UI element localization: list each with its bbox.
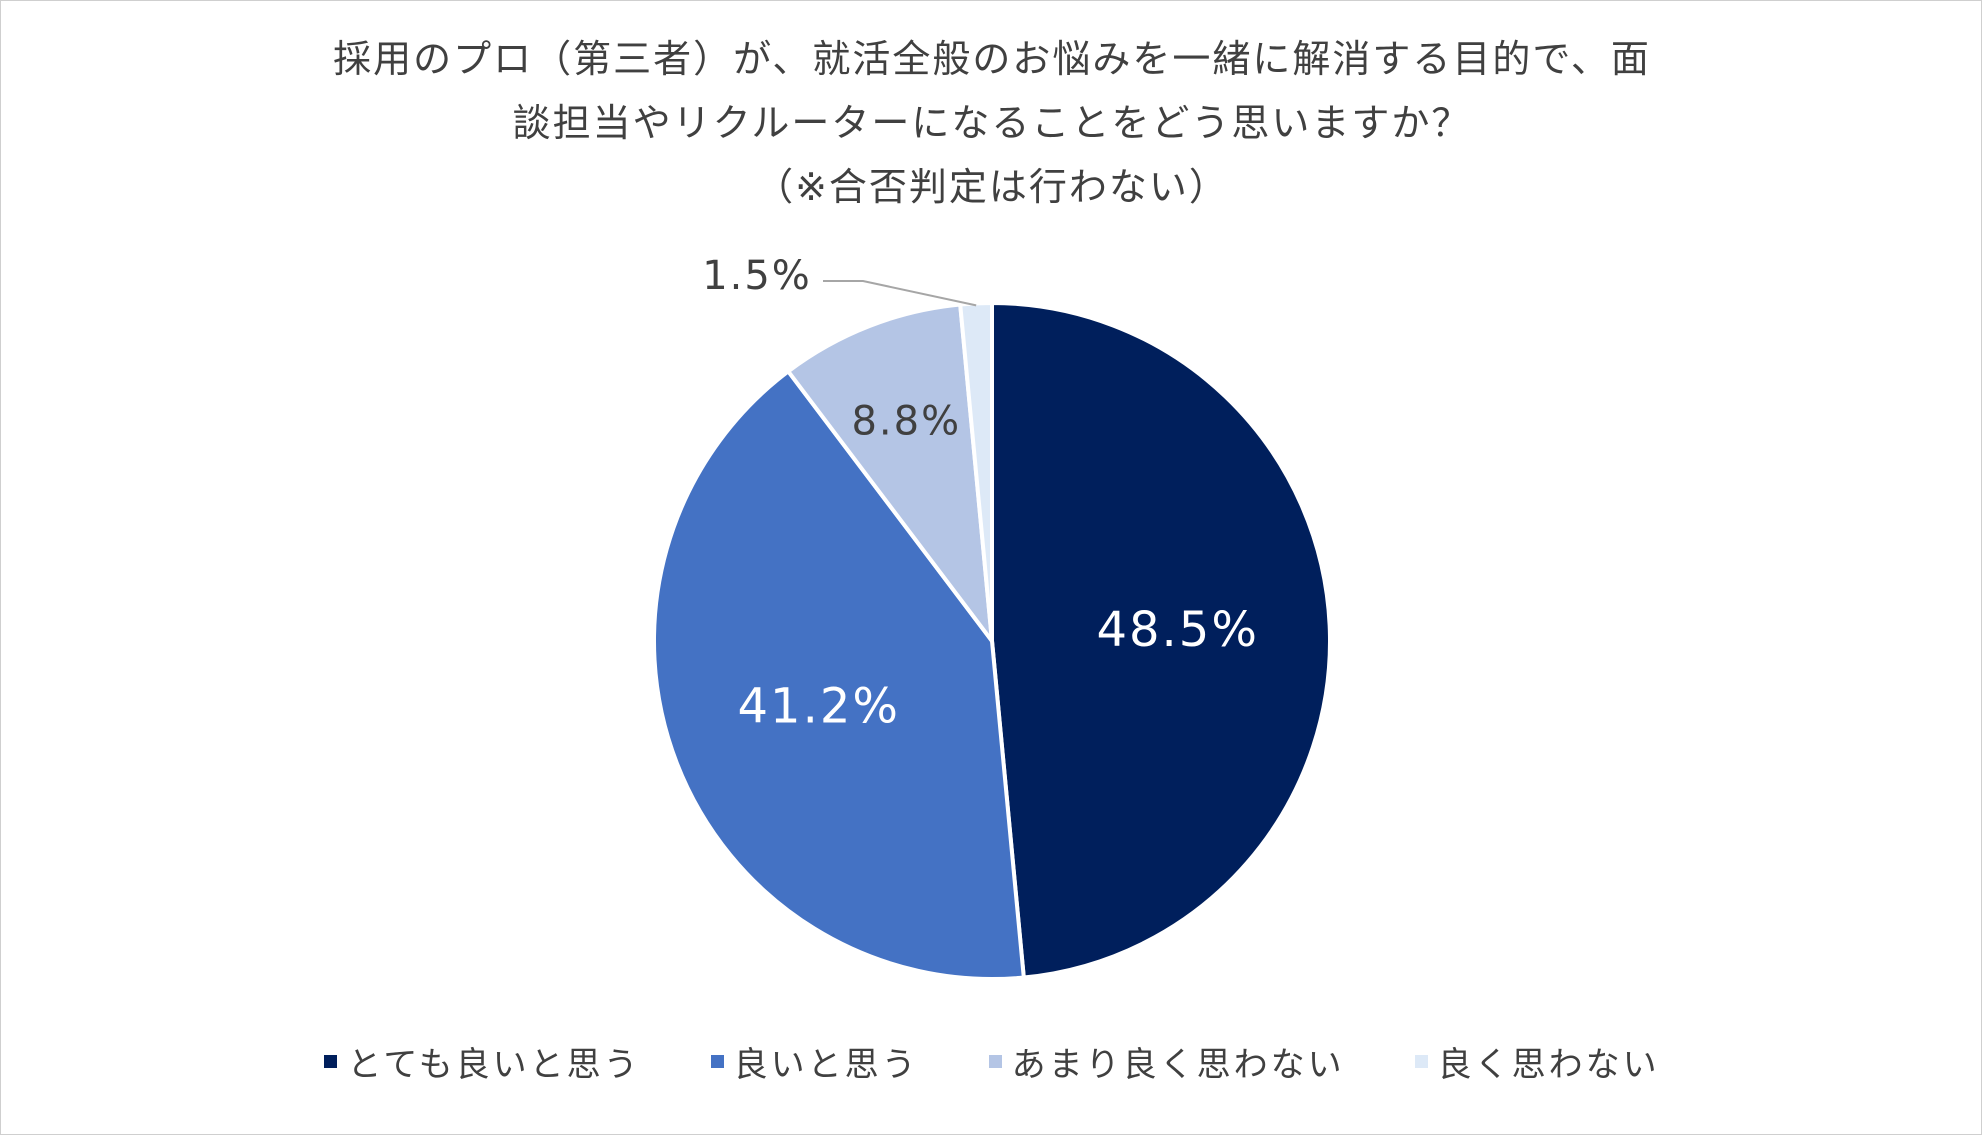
- legend-item-totemo-yoi: とても良いと思う: [324, 1037, 640, 1086]
- chart-title-line-2: 談担当やリクルーターになることをどう思いますか？: [512, 101, 1472, 145]
- legend-label-yoi: 良いと思う: [733, 1045, 919, 1085]
- pie-slice-amari-yoku-omowanai: [786, 302, 994, 643]
- pie-slice-totemo-yoi: [990, 301, 1333, 980]
- chart-title-line-1: 採用のプロ（第三者）が、就活全般のお悩みを一緒に解消する目的で、面: [333, 37, 1651, 81]
- pie-slice-yoku-omowanai: [958, 301, 994, 643]
- legend-label-yoku-omowanai: 良く思わない: [1437, 1045, 1660, 1085]
- chart-title: 採用のプロ（第三者）が、就活全般のお悩みを一緒に解消する目的で、面 談担当やリク…: [1, 27, 1982, 219]
- legend-item-amari-yoku-omowanai: あまり良く思わない: [988, 1037, 1345, 1086]
- data-label-amari-yoku-omowanai: 8.8%: [851, 398, 961, 444]
- legend-label-totemo-yoi: とても良いと思う: [347, 1045, 641, 1085]
- chart-title-line-3: （※合否判定は行わない）: [755, 165, 1229, 209]
- chart-legend: とても良いと思う 良いと思う あまり良く思わない 良く思わない: [1, 1037, 1982, 1086]
- legend-swatch-totemo-yoi: [324, 1055, 338, 1068]
- legend-item-yoku-omowanai: 良く思わない: [1414, 1037, 1660, 1086]
- legend-swatch-yoku-omowanai: [1414, 1055, 1428, 1068]
- legend-swatch-yoi: [710, 1055, 724, 1068]
- legend-item-yoi: 良いと思う: [710, 1037, 919, 1086]
- data-label-yoku-omowanai: 1.5%: [702, 253, 812, 299]
- legend-swatch-amari-yoku-omowanai: [988, 1055, 1002, 1068]
- data-label-totemo-yoi: 48.5%: [1096, 602, 1258, 658]
- pie-slice-yoi: [652, 369, 1026, 981]
- data-label-yoi: 41.2%: [737, 678, 899, 734]
- leader-line-yoku-omowanai: [823, 280, 977, 307]
- legend-label-amari-yoku-omowanai: あまり良く思わない: [1011, 1045, 1345, 1085]
